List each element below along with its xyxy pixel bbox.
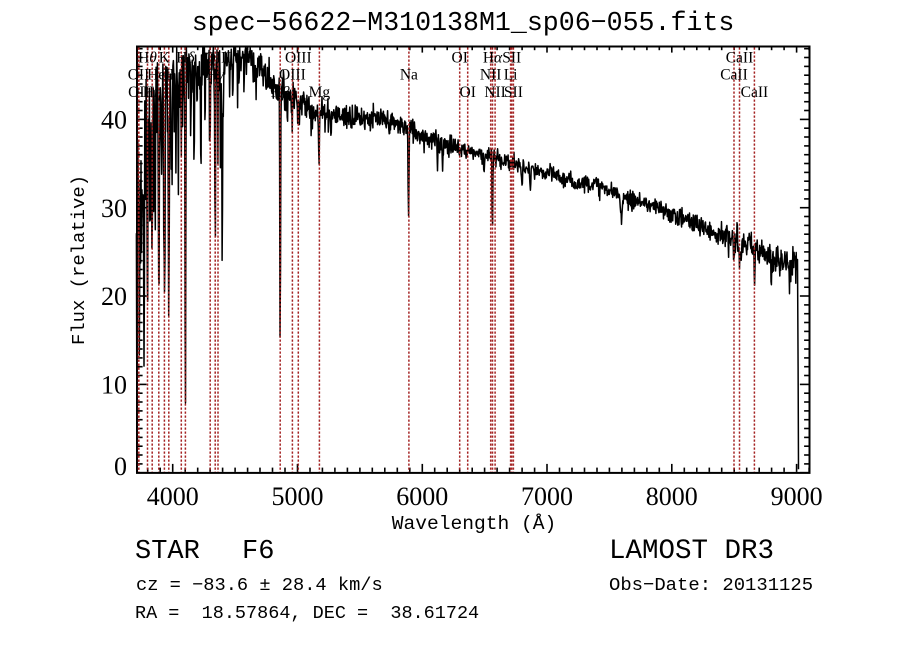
svg-text:OII: OII: [128, 84, 150, 101]
svg-text:OI: OI: [452, 49, 468, 66]
svg-text:4000: 4000: [147, 482, 199, 511]
svg-text:CaII: CaII: [720, 67, 748, 84]
svg-text:STAR: STAR: [135, 537, 200, 567]
svg-text:CaII: CaII: [726, 49, 754, 66]
svg-text:Flux (relative): Flux (relative): [68, 175, 90, 345]
svg-text:9000: 9000: [771, 482, 823, 511]
svg-text:OII: OII: [128, 67, 150, 84]
svg-text:Hγ: Hγ: [207, 67, 225, 84]
svg-text:NII: NII: [484, 84, 506, 101]
svg-text:HeI: HeI: [147, 67, 170, 84]
svg-text:Hα: Hα: [483, 49, 503, 66]
svg-text:spec−56622−M310138M1_sp06−055.: spec−56622−M310138M1_sp06−055.fits: [192, 8, 735, 38]
svg-text:Na: Na: [400, 67, 418, 84]
svg-text:H: H: [163, 67, 174, 84]
svg-text:NII: NII: [480, 67, 502, 84]
svg-text:8000: 8000: [646, 482, 698, 511]
svg-text:LAMOST DR3: LAMOST DR3: [609, 536, 774, 567]
svg-text:Mg: Mg: [309, 84, 331, 101]
svg-text:RA = 18.57864, DEC = 38.6172: RA = 18.57864, DEC = 38.61724: [135, 603, 479, 624]
svg-text:Hβ: Hβ: [271, 84, 290, 101]
svg-text:SII: SII: [502, 49, 521, 66]
svg-text:OIII: OIII: [279, 67, 306, 84]
svg-text:6000: 6000: [396, 482, 448, 511]
svg-text:Obs−Date: 20131125: Obs−Date: 20131125: [609, 574, 813, 596]
svg-text:F6: F6: [242, 537, 274, 567]
svg-text:0: 0: [114, 452, 127, 481]
svg-text:20: 20: [101, 282, 127, 311]
svg-text:OIII: OIII: [285, 49, 312, 66]
svg-text:Hη: Hη: [143, 84, 162, 101]
svg-text:cz = −83.6 ± 28.4 km/s: cz = −83.6 ± 28.4 km/s: [136, 574, 383, 596]
svg-text:30: 30: [101, 194, 127, 223]
svg-text:Wavelength (Å): Wavelength (Å): [392, 513, 557, 535]
svg-text:Hθ: Hθ: [138, 49, 157, 66]
svg-text:Li: Li: [504, 67, 518, 84]
svg-text:7000: 7000: [521, 482, 573, 511]
svg-text:OIII: OIII: [205, 49, 232, 66]
svg-text:K: K: [159, 49, 171, 66]
svg-text:10: 10: [101, 371, 127, 400]
svg-text:OI: OI: [460, 84, 476, 101]
svg-text:CaII: CaII: [741, 84, 769, 101]
svg-text:Hδ: Hδ: [176, 49, 195, 66]
svg-text:40: 40: [101, 106, 127, 135]
svg-text:5000: 5000: [272, 482, 324, 511]
svg-text:SII: SII: [504, 84, 523, 101]
